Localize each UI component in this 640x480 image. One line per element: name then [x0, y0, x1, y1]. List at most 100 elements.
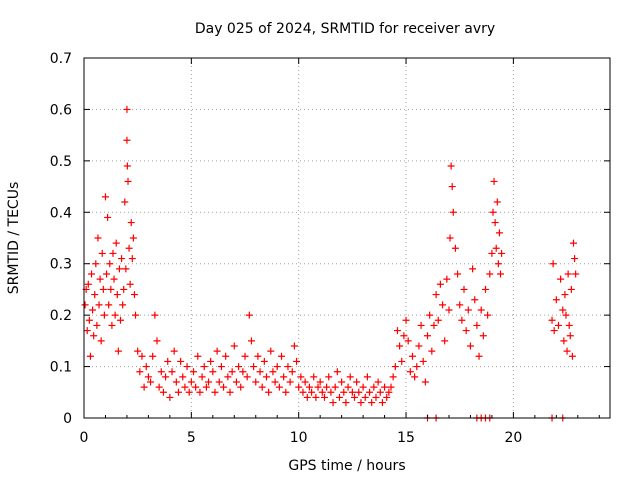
data-point [560, 337, 568, 345]
data-point [83, 327, 91, 335]
data-point [273, 363, 281, 371]
data-point [94, 234, 102, 242]
data-point [290, 342, 298, 350]
data-point [245, 311, 253, 319]
data-point [84, 280, 92, 288]
data-point [550, 327, 558, 335]
data-point [258, 383, 266, 391]
plot-frame [83, 57, 611, 419]
data-point [162, 373, 170, 381]
data-point [297, 373, 305, 381]
data-point [493, 198, 501, 206]
data-point [443, 275, 451, 283]
data-point [490, 177, 498, 185]
data-point [460, 285, 468, 293]
data-point [125, 244, 133, 252]
data-point [391, 363, 399, 371]
data-point [565, 321, 573, 329]
data-point [111, 311, 119, 319]
data-point [121, 198, 129, 206]
data-point [563, 347, 571, 355]
data-point [561, 291, 569, 299]
data-point [118, 255, 126, 263]
data-point [134, 347, 142, 355]
data-point [406, 368, 414, 376]
data-point [458, 316, 466, 324]
data-point [436, 280, 444, 288]
data-point [464, 306, 472, 314]
x-tick-label: 10 [290, 430, 308, 446]
data-point [393, 327, 401, 335]
data-point [308, 388, 316, 396]
data-point [486, 270, 494, 278]
data-point [340, 388, 348, 396]
data-point [419, 357, 427, 365]
x-tick-label: 15 [397, 430, 415, 446]
chart-title: Day 025 of 2024, SRMTID for receiver avr… [195, 21, 495, 37]
data-point [260, 357, 268, 365]
data-point [222, 352, 230, 360]
data-point [138, 352, 146, 360]
data-point [430, 321, 438, 329]
data-point [90, 332, 98, 340]
data-point [361, 393, 369, 401]
data-point [454, 270, 462, 278]
data-point [101, 193, 109, 201]
data-point [548, 316, 556, 324]
data-point [103, 270, 111, 278]
data-point [426, 311, 434, 319]
data-point [451, 244, 459, 252]
data-point [567, 285, 575, 293]
data-point [351, 393, 359, 401]
data-point [323, 383, 331, 391]
data-point [174, 388, 182, 396]
data-point [247, 337, 255, 345]
data-point [96, 275, 104, 283]
data-point [320, 393, 328, 401]
data-point [187, 378, 195, 386]
data-point [492, 244, 500, 252]
data-point [239, 368, 247, 376]
data-point [346, 373, 354, 381]
data-point [198, 373, 206, 381]
data-point [428, 347, 436, 355]
data-point [126, 280, 134, 288]
data-point [466, 342, 474, 350]
data-point [421, 378, 429, 386]
data-point [353, 378, 361, 386]
data-point [564, 270, 572, 278]
data-point [439, 301, 447, 309]
data-point [166, 393, 174, 401]
data-point [106, 260, 114, 268]
data-point [329, 399, 337, 407]
data-point [376, 388, 384, 396]
data-point [408, 352, 416, 360]
y-tick-label: 0.1 [50, 360, 72, 376]
data-point [86, 352, 94, 360]
data-point [211, 388, 219, 396]
data-point [92, 260, 100, 268]
data-point [200, 363, 208, 371]
data-point [207, 357, 215, 365]
y-tick-label: 0 [63, 411, 72, 427]
data-point [284, 363, 292, 371]
data-point [99, 285, 107, 293]
data-point [116, 316, 124, 324]
y-axis-label: SRMTID / TECUs [6, 182, 22, 295]
data-point [288, 368, 296, 376]
data-point [400, 332, 408, 340]
data-point [310, 373, 318, 381]
data-point [331, 383, 339, 391]
data-point [122, 265, 130, 273]
y-tick-label: 0.5 [50, 154, 72, 170]
data-point [88, 270, 96, 278]
data-point [338, 378, 346, 386]
data-point [81, 301, 89, 309]
data-point [552, 296, 560, 304]
data-point [252, 378, 260, 386]
y-tick-label: 0.2 [50, 308, 72, 324]
data-point [411, 373, 419, 381]
data-point [144, 373, 152, 381]
data-point [243, 373, 251, 381]
